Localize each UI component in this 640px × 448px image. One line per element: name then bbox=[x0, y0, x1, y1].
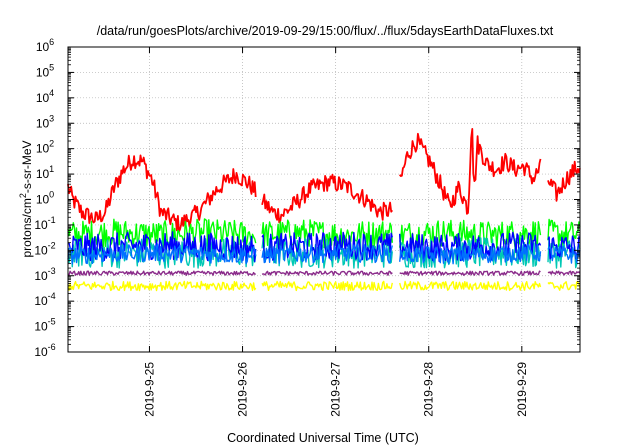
series-line-2 bbox=[67, 218, 581, 250]
y-tick-label: 106 bbox=[36, 37, 54, 54]
chart-title: /data/run/goesPlots/archive/2019-09-29/1… bbox=[97, 24, 554, 38]
series-line-3 bbox=[67, 236, 581, 269]
y-tick-label: 10-4 bbox=[34, 291, 55, 308]
y-tick-label: 10-3 bbox=[34, 266, 55, 283]
y-tick-label: 100 bbox=[36, 190, 54, 207]
x-tick-labels: 2019-9-25 2019-9-26 2019-9-27 2019-9-28 2019… bbox=[142, 362, 528, 417]
y-tick-label: 102 bbox=[36, 139, 54, 156]
y-tick-label: 103 bbox=[36, 113, 54, 130]
axis-ticks bbox=[68, 46, 580, 353]
x-tick-label: 2019-9-27 bbox=[329, 362, 343, 417]
y-tick-label: 10-6 bbox=[34, 342, 55, 359]
y-tick-labels: 106 105 104 103 102 101 100 10-1 10-2 10-3 10-4 10-… bbox=[34, 37, 55, 359]
y-tick-label: 104 bbox=[36, 88, 54, 105]
series-line-6 bbox=[67, 270, 581, 276]
y-tick-label: 105 bbox=[36, 62, 54, 79]
x-tick-label: 2019-9-25 bbox=[142, 362, 156, 417]
x-tick-label: 2019-9-28 bbox=[422, 362, 436, 417]
x-tick-label: 2019-9-26 bbox=[236, 362, 250, 417]
y-tick-label: 10-2 bbox=[34, 240, 55, 257]
y-tick-label: 10-5 bbox=[34, 317, 55, 334]
series-line-7 bbox=[67, 280, 581, 292]
series-layer bbox=[67, 128, 581, 292]
y-axis-label: protons/cm2-s-sr-MeV bbox=[18, 140, 34, 257]
x-axis-label: Coordinated Universal Time (UTC) bbox=[227, 431, 419, 445]
y-tick-label: 101 bbox=[36, 164, 54, 181]
x-tick-label: 2019-9-29 bbox=[515, 362, 529, 417]
y-tick-label: 10-1 bbox=[34, 215, 55, 232]
series-line-1 bbox=[67, 128, 581, 233]
series-line-5 bbox=[67, 243, 581, 265]
